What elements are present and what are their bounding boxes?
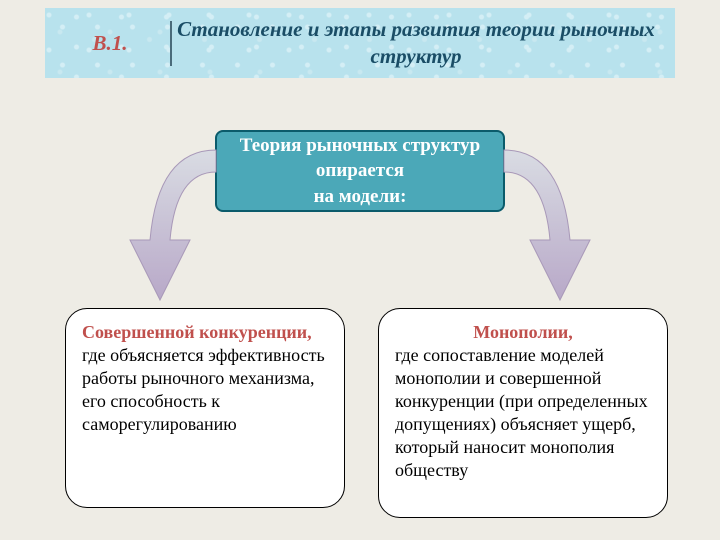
right-box-body: где сопоставление моделей монополии и со… <box>395 345 648 480</box>
central-text: Теория рыночных структур опираетсяна мод… <box>221 133 499 210</box>
left-model-box: Совершенной конкуренции, где объясняется… <box>65 308 345 508</box>
central-concept-box: Теория рыночных структур опираетсяна мод… <box>215 130 505 212</box>
left-box-title: Совершенной конкуренции, <box>82 321 328 344</box>
header-title: Становление и этапы развития теории рыно… <box>177 16 675 71</box>
header-divider <box>170 21 172 66</box>
right-box-title: Монополии, <box>395 321 651 344</box>
header-banner: В.1. Становление и этапы развития теории… <box>45 8 675 78</box>
section-number: В.1. <box>55 31 165 56</box>
right-model-box: Монополии, где сопоставление моделей мон… <box>378 308 668 518</box>
arrow-left-icon <box>98 130 228 305</box>
arrow-right-icon <box>492 130 622 305</box>
left-box-body: где объясняется эффективность работы рын… <box>82 345 325 434</box>
